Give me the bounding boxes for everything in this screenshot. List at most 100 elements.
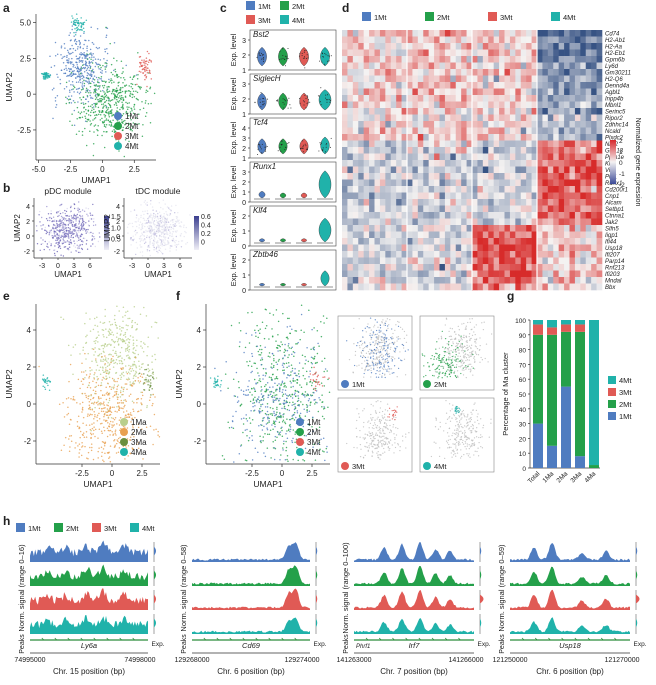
cell-point — [103, 146, 106, 149]
heatmap-cell — [564, 225, 570, 232]
expression-point — [262, 57, 264, 58]
cell-point — [108, 103, 111, 106]
heatmap-cell — [363, 127, 370, 135]
heatmap-cell — [444, 160, 451, 167]
gene-label: Cd200r1 — [605, 188, 628, 194]
cell-point — [137, 220, 139, 222]
heatmap-cell — [455, 179, 462, 187]
heatmap-cell — [488, 160, 494, 167]
gene-label: Cd74 — [605, 32, 620, 38]
heatmap-cell — [591, 95, 597, 102]
y-tick-label: 2 — [242, 97, 246, 104]
heatmap-cell — [428, 30, 435, 37]
cell-point — [153, 236, 156, 239]
cell-point — [72, 73, 75, 76]
cell-point — [111, 115, 113, 117]
heatmap-cell — [591, 277, 597, 284]
cell-point — [158, 211, 161, 213]
heatmap-cell — [499, 283, 505, 291]
cell-point — [77, 67, 80, 70]
heatmap-cell — [472, 88, 478, 96]
heatmap-cell — [493, 160, 500, 167]
heatmap-cell — [520, 108, 527, 115]
heatmap-cell — [574, 30, 581, 37]
heatmap-cell — [585, 49, 592, 57]
heatmap-cell — [423, 277, 429, 284]
cell-point — [45, 71, 48, 74]
expression-point — [299, 97, 301, 99]
y-tick-label: -2 — [24, 437, 32, 446]
cell-point — [145, 62, 147, 65]
heatmap-cell — [352, 69, 359, 76]
cell-point — [167, 233, 169, 236]
heatmap-cell — [379, 238, 386, 245]
heatmap-cell — [515, 36, 522, 44]
heatmap-cell — [542, 30, 549, 37]
heatmap-cell — [488, 121, 494, 128]
heatmap-cell — [553, 238, 559, 245]
cell-point — [101, 110, 103, 113]
legend-a-swatch — [114, 112, 122, 120]
heatmap-cell — [574, 244, 581, 252]
heatmap-cell — [482, 192, 489, 200]
cell-point — [81, 134, 84, 136]
cell-point — [132, 363, 134, 366]
cell-point — [128, 378, 131, 380]
cell-point — [78, 201, 80, 203]
heatmap-cell — [499, 82, 505, 89]
cell-point — [85, 89, 88, 92]
heatmap-cell — [412, 160, 419, 167]
cell-point — [157, 231, 160, 233]
heatmap-cell — [509, 95, 516, 102]
heatmap-cell — [466, 166, 473, 174]
heatmap-cell — [428, 283, 435, 291]
heatmap-cell — [515, 49, 522, 57]
cell-point — [55, 104, 58, 106]
cell-point — [118, 337, 120, 340]
heatmap-cell — [385, 121, 392, 128]
cell-point — [85, 80, 88, 82]
heatmap-cell — [428, 82, 435, 89]
cell-point — [78, 237, 80, 239]
cell-point — [121, 129, 124, 132]
cell-point — [68, 95, 70, 98]
heatmap-cell — [369, 264, 375, 271]
cell-point — [90, 92, 92, 94]
heatmap-cell — [423, 238, 429, 245]
heatmap-cell — [450, 36, 457, 44]
cell-point — [145, 112, 148, 114]
cell-point — [140, 216, 142, 219]
cell-point — [105, 106, 108, 109]
heatmap-cell — [396, 270, 402, 278]
cell-point — [149, 238, 151, 240]
cell-point — [106, 370, 109, 372]
cell-point — [86, 89, 89, 92]
heatmap-cell — [520, 82, 527, 89]
heatmap-cell — [574, 186, 581, 193]
heatmap-cell — [428, 270, 435, 278]
gene-title: Klf4 — [253, 206, 267, 215]
cell-point — [139, 240, 142, 243]
heatmap-cell — [455, 95, 462, 102]
cell-point — [164, 203, 166, 205]
cell-point — [174, 212, 176, 214]
heatmap-cell — [564, 82, 570, 89]
heatmap-cell — [450, 192, 457, 200]
heatmap-cell — [439, 69, 446, 76]
cell-point — [76, 91, 79, 93]
heatmap-cell — [347, 257, 354, 265]
heatmap-cell — [374, 108, 381, 115]
cell-point — [44, 226, 46, 229]
cell-point — [168, 243, 170, 245]
expression-point — [260, 148, 262, 150]
heatmap-cell — [509, 101, 516, 109]
cell-point — [54, 41, 57, 44]
heatmap-cell — [585, 218, 592, 226]
cell-point — [139, 61, 141, 64]
heatmap-cell — [358, 205, 364, 213]
cell-point — [124, 416, 126, 418]
heatmap-cell — [347, 192, 354, 200]
expression-point — [279, 51, 281, 52]
cell-point — [87, 352, 89, 355]
